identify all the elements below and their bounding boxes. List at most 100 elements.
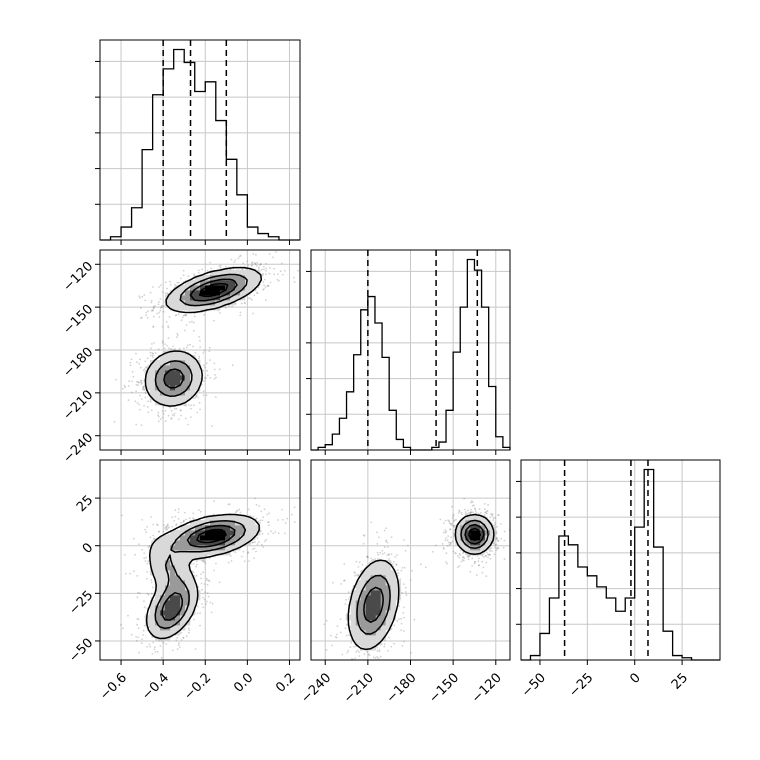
scatter-point xyxy=(140,424,143,426)
density-cell xyxy=(180,590,186,596)
scatter-point xyxy=(496,525,498,528)
scatter-point xyxy=(160,284,162,286)
density-cell xyxy=(155,610,161,616)
density-cell xyxy=(190,365,196,371)
scatter-point xyxy=(353,571,356,573)
scatter-point xyxy=(159,645,162,647)
density-cell xyxy=(205,275,211,281)
scatter-point xyxy=(141,295,144,298)
density-cell xyxy=(210,530,216,536)
scatter-point xyxy=(193,273,195,276)
scatter-point xyxy=(492,517,495,520)
density-cell xyxy=(195,295,201,301)
scatter-point xyxy=(450,536,453,539)
scatter-point xyxy=(455,518,457,521)
density-cell xyxy=(215,535,221,541)
scatter-point xyxy=(153,342,156,344)
scatter-point xyxy=(463,497,466,500)
scatter-point xyxy=(135,639,138,642)
scatter-point xyxy=(259,264,261,266)
scatter-point xyxy=(183,347,185,350)
scatter-point xyxy=(177,644,180,647)
density-cell xyxy=(200,305,206,311)
density-cell xyxy=(240,285,246,291)
scatter-point xyxy=(246,260,249,263)
scatter-point xyxy=(150,581,153,584)
density-cell xyxy=(185,290,191,296)
scatter-point xyxy=(279,270,282,273)
scatter-point xyxy=(138,592,141,595)
scatter-point xyxy=(192,329,195,332)
scatter-point xyxy=(362,534,365,536)
scatter-point xyxy=(199,510,202,513)
scatter-point xyxy=(146,357,149,360)
scatter-point xyxy=(339,618,342,621)
scatter-point xyxy=(175,523,178,525)
scatter-point xyxy=(188,404,190,406)
scatter-point xyxy=(363,534,366,537)
scatter-point xyxy=(143,552,146,554)
scatter-point xyxy=(190,404,193,407)
scatter-point xyxy=(238,255,241,258)
scatter-point xyxy=(144,366,147,369)
scatter-point xyxy=(166,287,169,290)
contour-line xyxy=(154,520,247,630)
scatter-point xyxy=(158,311,160,314)
density-cell xyxy=(180,555,186,561)
density-cell xyxy=(165,380,171,386)
scatter-point xyxy=(339,631,342,634)
scatter-point xyxy=(133,570,135,572)
density-cell xyxy=(185,530,191,536)
scatter-point xyxy=(345,598,347,601)
scatter-point xyxy=(344,579,346,582)
scatter-point xyxy=(471,557,474,560)
density-cell xyxy=(170,400,176,406)
scatter-point xyxy=(497,547,500,550)
scatter-point xyxy=(268,253,271,255)
scatter-point xyxy=(263,265,265,268)
density-cell xyxy=(145,385,151,391)
density-cell xyxy=(160,620,166,626)
scatter-point xyxy=(347,591,350,594)
scatter-point xyxy=(395,563,398,565)
scatter-point xyxy=(206,600,208,603)
scatter-point xyxy=(403,606,405,609)
scatter-point xyxy=(487,553,489,556)
scatter-point xyxy=(352,676,354,678)
density-cell xyxy=(180,545,186,551)
density-cell xyxy=(185,615,191,621)
scatter-point xyxy=(403,616,405,619)
scatter-point xyxy=(137,384,139,387)
scatter-point xyxy=(149,354,152,357)
density-cell xyxy=(250,275,256,281)
scatter-point xyxy=(496,538,498,540)
scatter-point xyxy=(452,513,455,516)
density-cell xyxy=(190,585,196,591)
scatter-point xyxy=(386,554,389,556)
density-cell xyxy=(170,360,176,366)
scatter-point xyxy=(256,291,258,294)
scatter-point xyxy=(454,552,457,554)
scatter-point xyxy=(269,267,271,269)
scatter-point xyxy=(214,396,217,398)
scatter-point xyxy=(115,378,117,381)
scatter-point xyxy=(180,319,183,322)
scatter-point xyxy=(400,569,403,572)
scatter-point xyxy=(161,640,163,642)
scatter-point xyxy=(167,414,170,417)
scatter-point xyxy=(346,624,348,627)
scatter-point xyxy=(387,558,390,560)
scatter-point xyxy=(252,515,255,518)
scatter-point xyxy=(383,645,386,648)
scatter-point xyxy=(192,321,195,324)
scatter-point xyxy=(157,303,160,306)
scatter-point xyxy=(449,542,452,544)
scatter-point xyxy=(166,344,169,347)
scatter-point xyxy=(253,547,256,550)
scatter-point xyxy=(144,299,147,302)
scatter-point xyxy=(163,347,166,350)
scatter-point xyxy=(151,635,154,638)
scatter-point xyxy=(167,326,170,329)
density-cell xyxy=(155,605,161,611)
scatter-point xyxy=(142,369,145,372)
